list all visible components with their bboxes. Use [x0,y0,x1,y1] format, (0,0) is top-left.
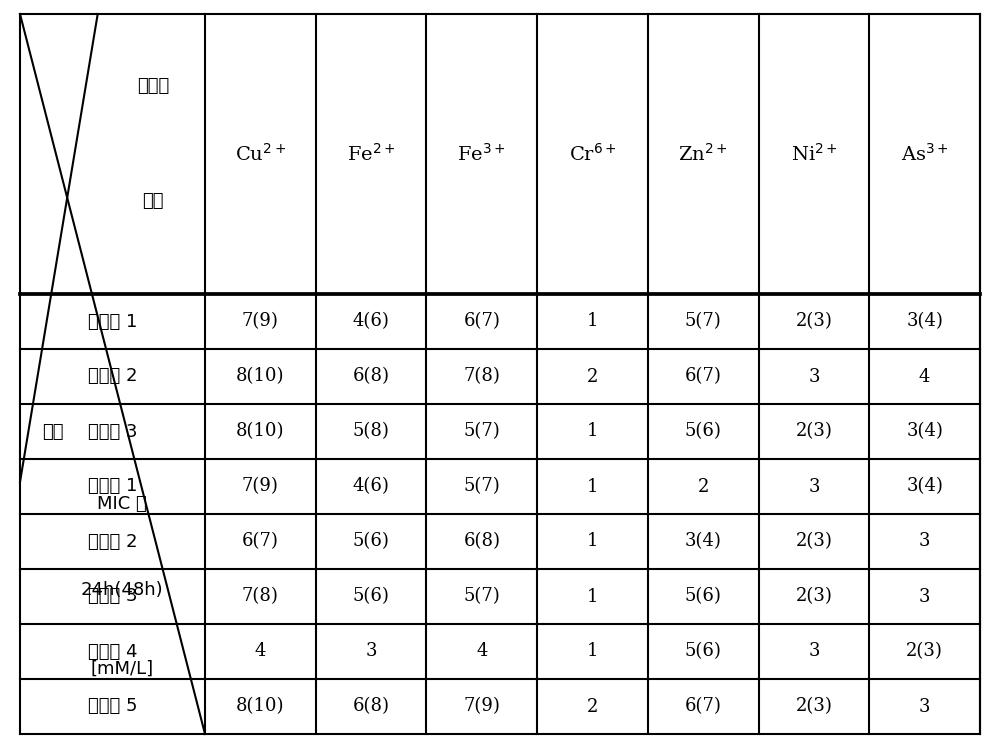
Text: 6(8): 6(8) [353,697,390,715]
Text: 5(6): 5(6) [353,587,390,605]
Text: 6(7): 6(7) [685,697,722,715]
Text: Fe$^{3+}$: Fe$^{3+}$ [457,143,506,165]
Text: 对比例 3: 对比例 3 [88,587,137,605]
Text: 5(7): 5(7) [685,312,722,330]
Text: 5(6): 5(6) [685,587,722,605]
Text: 2(3): 2(3) [795,533,832,551]
Text: 7(9): 7(9) [242,478,279,496]
Text: 5(6): 5(6) [685,422,722,440]
Text: 5(7): 5(7) [463,478,500,496]
Text: 2: 2 [698,478,709,496]
Text: 4(6): 4(6) [353,478,390,496]
Text: 3: 3 [919,587,930,605]
Text: MIC 値: MIC 値 [97,494,147,512]
Text: 2(3): 2(3) [795,587,832,605]
Text: Ni$^{2+}$: Ni$^{2+}$ [791,143,837,165]
Text: 4(6): 4(6) [353,312,390,330]
Text: 7(8): 7(8) [463,368,500,386]
Text: 5(7): 5(7) [463,587,500,605]
Text: 2: 2 [587,368,598,386]
Text: 6(8): 6(8) [463,533,500,551]
Text: 实施例 3: 实施例 3 [88,422,137,440]
Text: 对比例 2: 对比例 2 [88,533,137,551]
Text: 5(6): 5(6) [685,643,722,661]
Text: 1: 1 [587,478,598,496]
Text: 1: 1 [587,533,598,551]
Text: 3: 3 [919,533,930,551]
Text: 对比例 1: 对比例 1 [88,478,137,496]
Text: As$^{3+}$: As$^{3+}$ [901,143,949,165]
Text: [mM/L]: [mM/L] [90,660,153,678]
Text: 1: 1 [587,422,598,440]
Text: 8(10): 8(10) [236,368,285,386]
Text: Fe$^{2+}$: Fe$^{2+}$ [347,143,395,165]
Text: 5(6): 5(6) [353,533,390,551]
Text: Cu$^{2+}$: Cu$^{2+}$ [235,143,286,165]
Text: 3(4): 3(4) [906,422,943,440]
Text: 4: 4 [919,368,930,386]
Text: 离子: 离子 [142,192,164,210]
Text: 8(10): 8(10) [236,422,285,440]
Text: 7(9): 7(9) [463,697,500,715]
Text: 5(7): 5(7) [463,422,500,440]
Text: 3: 3 [365,643,377,661]
Text: Cr$^{6+}$: Cr$^{6+}$ [569,143,616,165]
Text: 实施例 2: 实施例 2 [88,368,137,386]
Text: 6(7): 6(7) [463,312,500,330]
Text: 3: 3 [808,368,820,386]
Text: 1: 1 [587,587,598,605]
Text: 重金属: 重金属 [137,77,169,95]
Text: Zn$^{2+}$: Zn$^{2+}$ [678,143,728,165]
Text: 2(3): 2(3) [795,312,832,330]
Text: 3(4): 3(4) [906,312,943,330]
Text: 7(8): 7(8) [242,587,279,605]
Text: 实施例 1: 实施例 1 [88,312,137,330]
Text: 3: 3 [808,478,820,496]
Text: 6(8): 6(8) [353,368,390,386]
Text: 3: 3 [808,643,820,661]
Text: 3(4): 3(4) [906,478,943,496]
Text: 1: 1 [587,312,598,330]
Text: 7(9): 7(9) [242,312,279,330]
Text: 2(3): 2(3) [795,697,832,715]
Text: 2(3): 2(3) [795,422,832,440]
Text: 组别: 组别 [43,422,64,440]
Text: 6(7): 6(7) [242,533,279,551]
Text: 24h(48h): 24h(48h) [80,581,163,599]
Text: 5(8): 5(8) [353,422,390,440]
Text: 2(3): 2(3) [906,643,943,661]
Text: 6(7): 6(7) [685,368,722,386]
Text: 3: 3 [919,697,930,715]
Text: 3(4): 3(4) [685,533,722,551]
Text: 4: 4 [255,643,266,661]
Text: 1: 1 [587,643,598,661]
Text: 2: 2 [587,697,598,715]
Text: 4: 4 [476,643,487,661]
Text: 对比例 4: 对比例 4 [88,643,137,661]
Text: 对比例 5: 对比例 5 [88,697,137,715]
Text: 8(10): 8(10) [236,697,285,715]
